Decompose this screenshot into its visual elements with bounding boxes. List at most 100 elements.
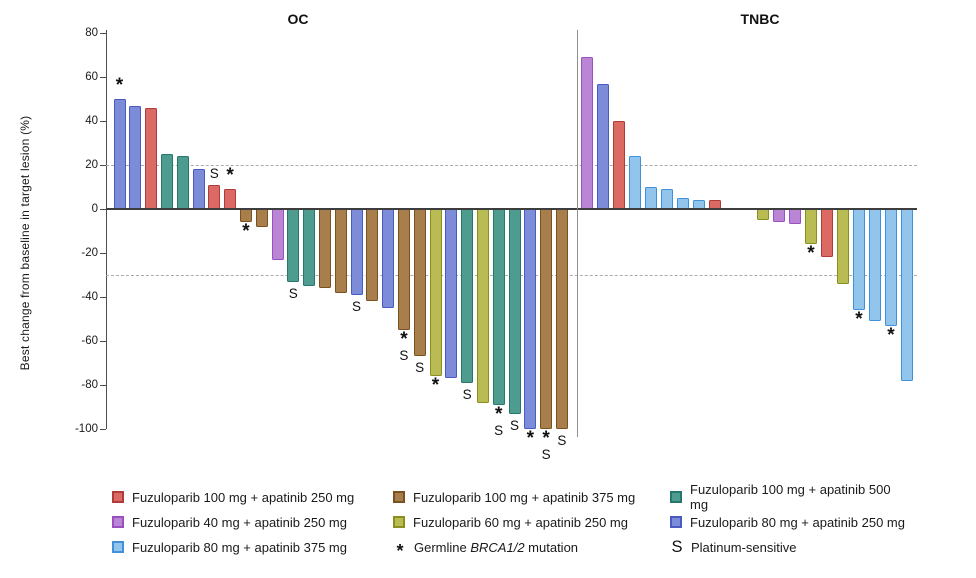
legend-label: Fuzuloparib 100 mg + apatinib 500 mg	[690, 482, 891, 512]
y-tick-label: 20	[85, 159, 98, 171]
tnbc-bar	[613, 121, 625, 209]
reference-line	[106, 165, 917, 166]
brca-marker: *	[526, 428, 534, 449]
oc-bar	[303, 209, 316, 286]
y-axis-tick	[100, 120, 106, 122]
y-axis-tick	[100, 164, 106, 166]
legend-item: Fuzuloparib 100 mg + apatinib 375 mg	[393, 488, 670, 506]
platinum-marker: S	[557, 433, 567, 448]
y-axis-tick	[100, 428, 106, 430]
oc-bar	[239, 209, 252, 223]
oc-bar	[192, 169, 205, 209]
tnbc-bar	[757, 209, 769, 220]
panel-title-tnbc: TNBC	[740, 11, 780, 27]
y-tick-label: 0	[91, 203, 98, 215]
platinum-marker: S	[351, 298, 361, 314]
y-tick-label: -100	[74, 423, 98, 435]
oc-bar	[492, 209, 505, 405]
legend-label: Fuzuloparib 80 mg + apatinib 375 mg	[132, 539, 347, 555]
y-axis-tick	[100, 252, 106, 254]
oc-bar	[255, 209, 268, 227]
brca-marker: *	[242, 221, 250, 243]
y-axis-label: Best change from baseline in target lesi…	[18, 115, 32, 371]
y-axis-tick	[100, 208, 106, 210]
zero-baseline	[106, 208, 917, 210]
legend-item: Fuzuloparib 100 mg + apatinib 250 mg	[112, 488, 393, 506]
y-tick-label: 80	[85, 27, 98, 39]
tnbc-bar	[645, 187, 657, 209]
tnbc-bar	[885, 209, 897, 326]
brca-marker: *	[887, 324, 895, 346]
oc-bar	[429, 209, 442, 377]
panel-divider	[577, 30, 579, 437]
oc-bar	[413, 209, 426, 357]
legend-label: Germline BRCA1/2 mutation	[414, 539, 579, 555]
y-tick-label: -20	[81, 247, 98, 259]
oc-bar	[224, 189, 237, 209]
teal-swatch-icon	[670, 491, 682, 503]
legend-label: Platinum-sensitive	[691, 539, 797, 555]
platinum-symbol-icon: S	[671, 538, 683, 556]
y-tick-label: -60	[81, 335, 98, 347]
oc-bar	[461, 209, 474, 383]
platinum-marker: S	[541, 447, 551, 462]
blue-swatch-icon	[670, 516, 682, 528]
brca-marker: *	[431, 375, 440, 397]
platinum-marker: S	[462, 386, 472, 402]
y-tick-label: 60	[85, 71, 98, 83]
legend-label: Fuzuloparib 80 mg + apatinib 250 mg	[690, 514, 905, 530]
oc-bar	[271, 209, 284, 260]
y-axis-tick	[100, 340, 106, 342]
brca-marker: *	[400, 329, 408, 350]
legend-label: Fuzuloparib 100 mg + apatinib 250 mg	[132, 489, 355, 505]
brown-swatch-icon	[393, 491, 405, 503]
oc-bar	[540, 209, 553, 429]
brca-marker: *	[542, 428, 550, 449]
tnbc-bar	[581, 57, 593, 209]
platinum-marker: S	[494, 422, 504, 438]
tnbc-bar	[789, 209, 801, 225]
tnbc-bar	[901, 209, 913, 381]
legend-label: Fuzuloparib 100 mg + apatinib 375 mg	[413, 489, 636, 505]
red-swatch-icon	[112, 491, 124, 503]
oc-bar	[287, 209, 300, 282]
oc-bar	[113, 99, 126, 209]
legend-item: Fuzuloparib 80 mg + apatinib 375 mg	[112, 538, 393, 556]
platinum-marker: S	[399, 348, 409, 363]
oc-bar	[382, 209, 395, 308]
platinum-marker: S	[288, 285, 298, 301]
y-axis-tick	[100, 76, 106, 78]
tnbc-bar	[597, 83, 609, 209]
legend-item: Fuzuloparib 40 mg + apatinib 250 mg	[112, 513, 393, 531]
oc-bar	[397, 209, 410, 330]
brca-symbol-icon: *	[396, 541, 404, 561]
legend-label: Fuzuloparib 60 mg + apatinib 250 mg	[413, 514, 628, 530]
oc-bar	[366, 209, 379, 302]
brca-marker: *	[226, 165, 234, 187]
legend: Fuzuloparib 100 mg + apatinib 250 mg Fuzu…	[112, 482, 910, 561]
legend-item: Fuzuloparib 80 mg + apatinib 250 mg	[670, 513, 910, 531]
tnbc-bar	[661, 189, 673, 209]
oc-bar	[318, 209, 331, 289]
legend-item: Fuzuloparib 100 mg + apatinib 500 mg	[670, 482, 910, 512]
y-tick-label: -80	[81, 379, 98, 391]
oc-bar	[334, 209, 347, 293]
platinum-marker: S	[509, 417, 519, 433]
tnbc-bar	[837, 209, 849, 284]
tnbc-bar	[773, 209, 785, 223]
y-axis-tick	[100, 296, 106, 298]
oc-bar	[160, 154, 173, 209]
tnbc-bar	[629, 156, 641, 209]
brca-marker: *	[494, 403, 503, 425]
oc-bar	[508, 209, 521, 414]
purple-swatch-icon	[112, 516, 124, 528]
y-tick-label: -40	[81, 291, 98, 303]
oc-bar	[555, 209, 568, 429]
legend-item: S Platinum-sensitive	[670, 538, 910, 556]
oc-bar	[145, 107, 158, 209]
oc-bar	[476, 209, 489, 403]
oc-bar	[176, 156, 189, 209]
lightblue-swatch-icon	[112, 541, 124, 553]
legend-item: * Germline BRCA1/2 mutation	[393, 538, 670, 561]
